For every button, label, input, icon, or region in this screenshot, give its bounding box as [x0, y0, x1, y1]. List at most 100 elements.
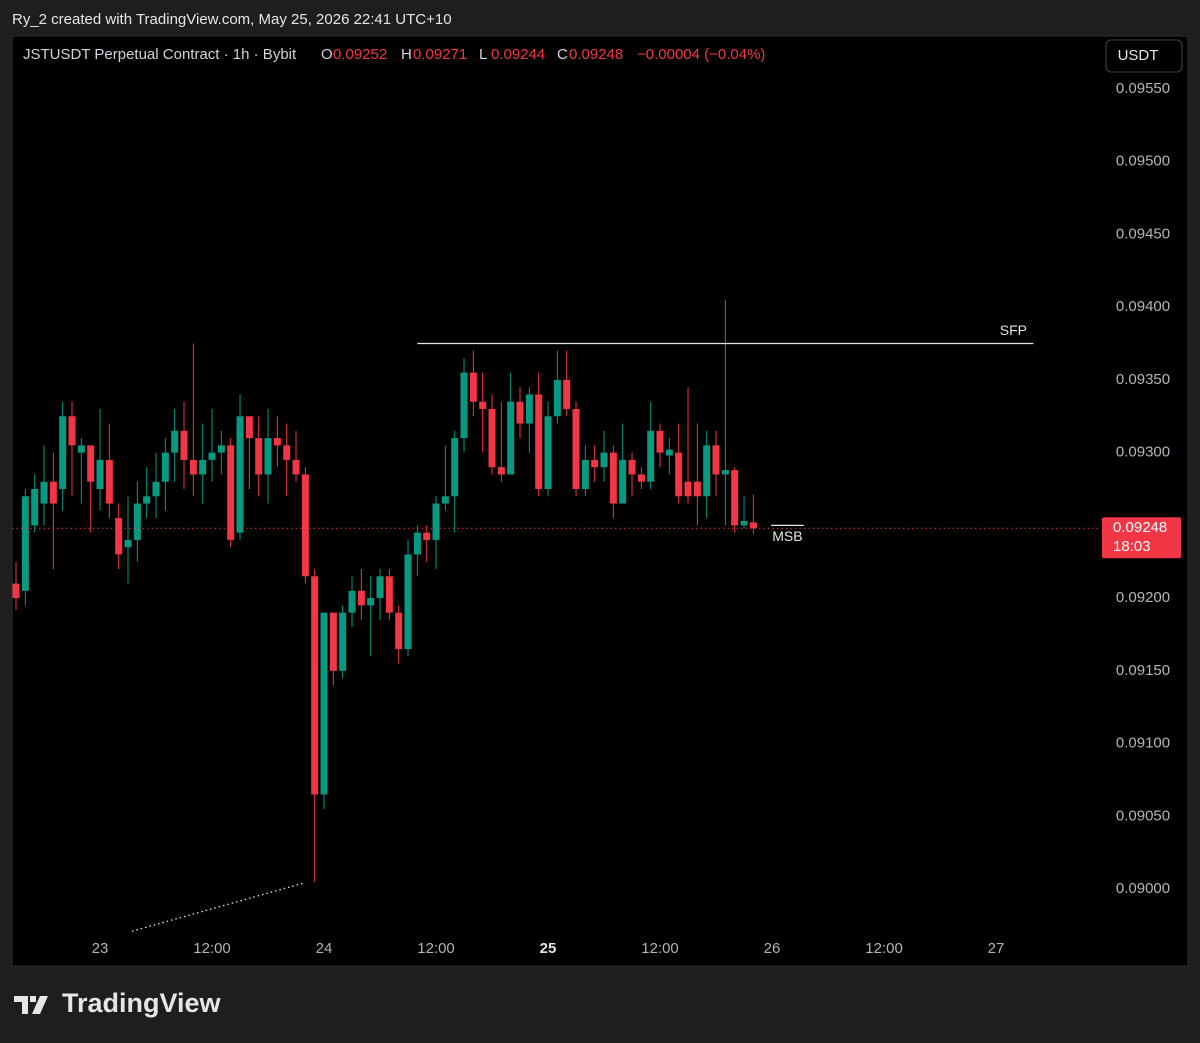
chart-title: JSTUSDT Perpetual Contract · 1h · Bybit	[23, 46, 297, 63]
candle-body	[712, 445, 720, 475]
countdown: 18:03	[1113, 538, 1151, 555]
ohlc-key: H	[401, 46, 412, 63]
candle-body	[339, 612, 347, 671]
candle-body	[684, 481, 692, 497]
candle-body	[721, 470, 729, 475]
ohlc-value: 0.09244	[491, 46, 545, 63]
candle-body	[544, 416, 552, 489]
x-tick-label: 12:00	[417, 940, 455, 957]
candle-body	[115, 518, 123, 555]
candle-body	[96, 459, 104, 489]
candle-body	[68, 416, 76, 446]
ohlc-key: O	[321, 46, 333, 63]
candle-body	[12, 583, 20, 599]
brand: TradingView	[62, 988, 222, 1018]
brand-logo: TradingView	[14, 988, 222, 1018]
candle-body	[21, 496, 29, 591]
x-tick-label: 12:00	[865, 940, 903, 957]
candle-body	[432, 503, 440, 540]
candle-body	[133, 503, 141, 540]
candle-body	[161, 452, 169, 482]
candle-body	[320, 612, 328, 795]
candle-body	[77, 445, 85, 453]
ohlc-value: 0.09271	[413, 46, 467, 63]
attribution: Ry_2 created with TradingView.com, May 2…	[12, 11, 452, 28]
candle-body	[413, 532, 421, 555]
candle-body	[171, 430, 179, 453]
annotation-label: SFP	[1000, 322, 1027, 338]
candle-body	[236, 416, 244, 533]
candle-body	[675, 452, 683, 497]
candle-body	[189, 459, 197, 475]
candle-body	[497, 467, 505, 475]
candle-body	[301, 474, 309, 577]
logo-icon	[14, 996, 48, 1014]
candle-body	[367, 598, 375, 606]
x-tick-label: 25	[540, 940, 557, 957]
y-tick-label: 0.09200	[1116, 589, 1170, 606]
candle-body	[404, 554, 412, 650]
y-tick-label: 0.09050	[1116, 807, 1170, 824]
y-tick-label: 0.09400	[1116, 298, 1170, 315]
ohlc-key: C	[557, 46, 568, 63]
candle-body	[385, 576, 393, 613]
y-tick-label: 0.09100	[1116, 735, 1170, 752]
candle-body	[581, 459, 589, 489]
candle-body	[525, 394, 533, 424]
candle-body	[348, 590, 356, 613]
candle-body	[59, 416, 67, 489]
candle-body	[124, 539, 132, 548]
ohlc-value: 0.09252	[333, 46, 387, 63]
candle-body	[749, 522, 757, 529]
candle-body	[217, 445, 225, 453]
candle-body	[329, 612, 337, 671]
candle-body	[423, 532, 431, 540]
candle-body	[273, 438, 281, 446]
x-tick-label: 24	[316, 940, 333, 957]
annotation-label: MSB	[772, 528, 802, 544]
y-tick-label: 0.09350	[1116, 371, 1170, 388]
candle-body	[441, 496, 449, 504]
candle-body	[637, 474, 645, 482]
candle-body	[479, 401, 487, 409]
candle-body	[227, 445, 235, 540]
candle-body	[152, 481, 160, 497]
candle-body	[507, 401, 515, 475]
x-tick-label: 26	[764, 940, 781, 957]
candle-body	[572, 408, 580, 489]
candle-body	[619, 459, 627, 504]
candle-body	[693, 481, 701, 497]
candle-body	[740, 521, 748, 526]
candle-body	[553, 379, 561, 417]
candle-body	[376, 576, 384, 599]
y-tick-label: 0.09300	[1116, 444, 1170, 461]
candle-body	[535, 394, 543, 489]
last-price-label: 0.09248	[1113, 519, 1167, 536]
candle-body	[199, 459, 207, 475]
ohlc-value: 0.09248	[569, 46, 623, 63]
candle-body	[591, 459, 599, 468]
plot: SFP MSB	[12, 299, 1100, 932]
currency-button[interactable]	[1105, 39, 1183, 73]
candle-body	[87, 445, 95, 482]
candle-body	[488, 408, 496, 468]
candle-body	[563, 379, 571, 409]
y-tick-label: 0.09150	[1116, 662, 1170, 679]
y-tick-label: 0.09550	[1116, 80, 1170, 97]
candle-body	[665, 449, 673, 456]
candle-body	[656, 430, 664, 453]
candle-body	[31, 488, 39, 526]
candle-body	[311, 576, 319, 795]
currency[interactable]: USDT	[1118, 47, 1159, 64]
candle-body	[460, 372, 468, 439]
ohlc-change: −0.00004 (−0.04%)	[637, 46, 765, 63]
candle-body	[49, 481, 57, 504]
candle-body	[609, 452, 617, 504]
candle-body	[208, 452, 216, 460]
x-tick-label: 27	[988, 940, 1005, 957]
x-tick-label: 23	[92, 940, 109, 957]
candle-body	[469, 372, 477, 402]
candle-body	[264, 438, 272, 475]
